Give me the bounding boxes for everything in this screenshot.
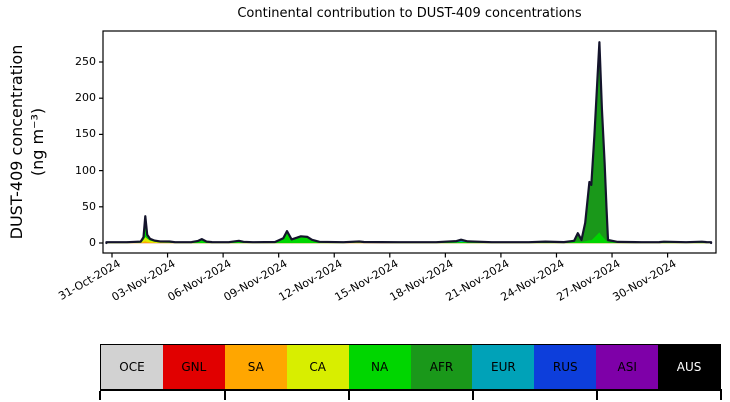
legend-item-afr: AFR bbox=[410, 345, 473, 389]
legend-axis-tick bbox=[223, 391, 226, 400]
legend-axis-line bbox=[100, 389, 722, 391]
legend-item-asi: ASI bbox=[596, 345, 659, 389]
legend-item-oce: OCE bbox=[101, 345, 163, 389]
legend-item-na: NA bbox=[348, 345, 411, 389]
legend-axis-tick bbox=[347, 391, 350, 400]
y-tick-label: 50 bbox=[82, 199, 96, 213]
plot-frame bbox=[102, 30, 717, 254]
area-band-rus bbox=[106, 42, 712, 243]
y-tick-label: 150 bbox=[75, 127, 96, 141]
total-outline bbox=[105, 41, 713, 245]
stack-bands bbox=[105, 41, 713, 245]
area-band-aus bbox=[106, 42, 712, 243]
legend-axis-tick bbox=[595, 391, 598, 400]
area-band-na bbox=[106, 216, 712, 244]
y-tick-label: 100 bbox=[75, 163, 96, 177]
legend-item-sa: SA bbox=[224, 345, 287, 389]
legend-item-eur: EUR bbox=[472, 345, 535, 389]
legend-axis-tick bbox=[99, 391, 102, 400]
legend-item-ca: CA bbox=[286, 345, 349, 389]
legend-item-aus: AUS bbox=[658, 345, 721, 389]
area-band-afr bbox=[106, 42, 712, 243]
area-band-eur bbox=[106, 42, 712, 243]
legend-axis-tick bbox=[471, 391, 474, 400]
legend-item-gnl: GNL bbox=[162, 345, 225, 389]
y-tick-label: 0 bbox=[89, 236, 96, 249]
y-tick-label: 250 bbox=[75, 55, 96, 68]
chart-title: Continental contribution to DUST-409 con… bbox=[237, 6, 582, 21]
continent-legend: OCE GNL SA CA NA AFR EUR RUS ASI AUS bbox=[100, 344, 721, 390]
y-tick-label: 200 bbox=[75, 91, 96, 105]
legend-item-rus: RUS bbox=[534, 345, 597, 389]
area-band-asi bbox=[106, 42, 712, 243]
legend-axis-tick bbox=[719, 391, 722, 400]
